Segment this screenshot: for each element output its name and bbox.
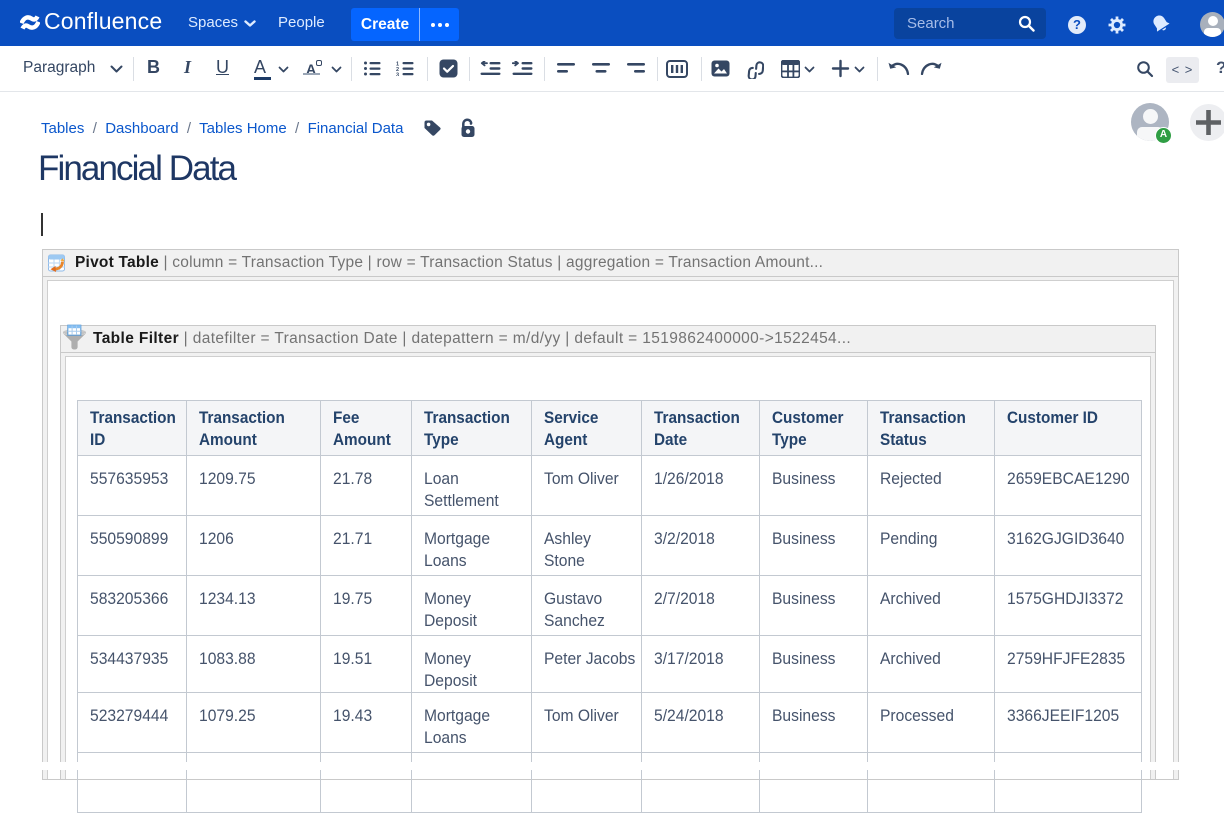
svg-text:2: 2 [396,67,399,73]
svg-text:1: 1 [396,62,399,68]
svg-text:3: 3 [396,73,399,77]
